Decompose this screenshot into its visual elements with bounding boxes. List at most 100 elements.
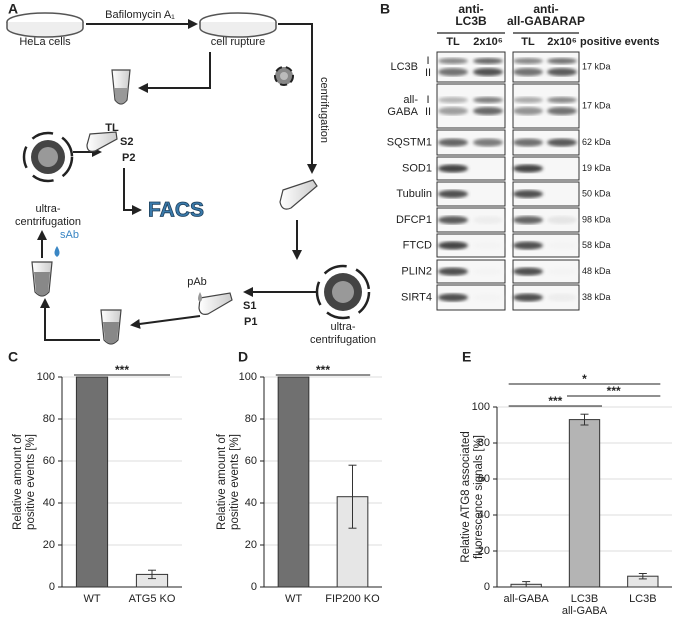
band xyxy=(438,164,468,173)
lane-label: TL xyxy=(446,36,460,48)
size-label: 17 kDa xyxy=(582,100,611,110)
protein-label: PLIN2 xyxy=(401,265,432,277)
error-bar xyxy=(522,581,531,588)
form-label: II xyxy=(425,106,431,118)
bar xyxy=(277,376,310,588)
antibody-header-line: all-GABARAP xyxy=(507,14,585,28)
band xyxy=(438,293,468,302)
protein-label-line: Tubulin xyxy=(396,188,432,200)
antibody-header-line: LC3B xyxy=(455,14,487,28)
x-tick-label: LC3B xyxy=(629,593,657,605)
significance-label: *** xyxy=(115,363,129,377)
facs-label: FACS xyxy=(148,199,204,222)
band xyxy=(473,216,503,224)
band xyxy=(438,216,468,224)
y-tick-label: 0 xyxy=(251,581,257,593)
protein-label: SQSTM1 xyxy=(387,136,432,148)
band xyxy=(473,107,503,115)
form-label: I xyxy=(426,55,429,67)
size-label: 50 kDa xyxy=(582,188,611,198)
panel-label: C xyxy=(8,349,18,365)
band xyxy=(513,138,543,147)
band xyxy=(473,97,503,103)
y-tick-label: 40 xyxy=(478,509,490,521)
antibody-header-line: anti- xyxy=(458,2,483,16)
band xyxy=(438,68,468,76)
x-tick-label: all-GABA xyxy=(504,593,550,605)
x-tick-label: WT xyxy=(83,593,100,605)
blot-box xyxy=(436,51,506,83)
blot-box xyxy=(436,259,506,284)
label: ultra- xyxy=(35,203,60,215)
significance-label: * xyxy=(582,372,587,386)
error-bar xyxy=(580,413,589,426)
band xyxy=(513,241,543,250)
form-label: II xyxy=(425,67,431,79)
band xyxy=(438,58,468,64)
label: centrifugation xyxy=(310,334,376,346)
size-label: 48 kDa xyxy=(582,266,611,276)
band xyxy=(438,190,468,198)
blot-box xyxy=(436,156,506,181)
band xyxy=(547,107,577,115)
significance-label: *** xyxy=(548,394,562,408)
label: TL xyxy=(105,122,119,134)
band xyxy=(513,216,543,224)
y-tick-label: 20 xyxy=(245,539,257,551)
label: centrifugation xyxy=(15,216,81,228)
workflow-diagram: HeLa cells Bafilomycin A₁ cell rupture T… xyxy=(6,9,376,346)
size-label: 98 kDa xyxy=(582,214,611,224)
label: P2 xyxy=(122,152,135,164)
band xyxy=(473,58,503,64)
bar xyxy=(75,376,109,588)
band xyxy=(438,97,468,103)
label: ultra- xyxy=(330,321,355,333)
size-label: 58 kDa xyxy=(582,240,611,250)
label: P1 xyxy=(244,316,257,328)
y-axis-label: Relative amount of xyxy=(12,433,24,530)
size-label: 17 kDa xyxy=(582,61,611,71)
protein-label-line: all- xyxy=(403,94,418,106)
band xyxy=(513,58,543,64)
protein-label: Tubulin xyxy=(396,188,432,200)
y-tick-label: 80 xyxy=(43,413,55,425)
panel-label: E xyxy=(462,349,471,365)
protein-label-line: SQSTM1 xyxy=(387,136,432,148)
band xyxy=(513,107,543,115)
error-bar xyxy=(348,464,357,529)
y-axis-label: Relative ATG8 associated xyxy=(460,431,472,562)
y-tick-label: 20 xyxy=(43,539,55,551)
label: sAb xyxy=(60,229,79,241)
protein-label: LC3B xyxy=(390,61,418,73)
x-tick-label: FIP200 KO xyxy=(325,593,380,605)
protein-label-line: FTCD xyxy=(403,239,432,251)
band xyxy=(473,138,503,147)
blot-box xyxy=(436,83,506,129)
band xyxy=(513,68,543,76)
lane-label: 2x10⁶ xyxy=(547,36,577,48)
protein-label: DFCP1 xyxy=(396,214,432,226)
protein-label-line: PLIN2 xyxy=(401,265,432,277)
antibody-header: anti-all-GABARAP xyxy=(507,2,585,28)
label: centrifugation xyxy=(318,77,330,143)
y-tick-label: 80 xyxy=(478,437,490,449)
blot-box xyxy=(436,233,506,258)
band xyxy=(473,68,503,76)
x-tick-label: WT xyxy=(285,593,302,605)
significance-label: *** xyxy=(607,384,621,398)
x-tick-line: LC3B xyxy=(571,593,599,605)
y-tick-label: 0 xyxy=(49,581,55,593)
label: S2 xyxy=(120,136,133,148)
protein-label: SOD1 xyxy=(402,162,432,174)
panel-label: D xyxy=(238,349,248,365)
band xyxy=(547,267,577,276)
y-tick-label: 100 xyxy=(37,371,55,383)
panel-label: A xyxy=(8,1,18,17)
band xyxy=(547,138,577,147)
size-label: 62 kDa xyxy=(582,137,611,147)
band xyxy=(473,267,503,276)
band xyxy=(547,58,577,64)
label: S1 xyxy=(243,300,256,312)
